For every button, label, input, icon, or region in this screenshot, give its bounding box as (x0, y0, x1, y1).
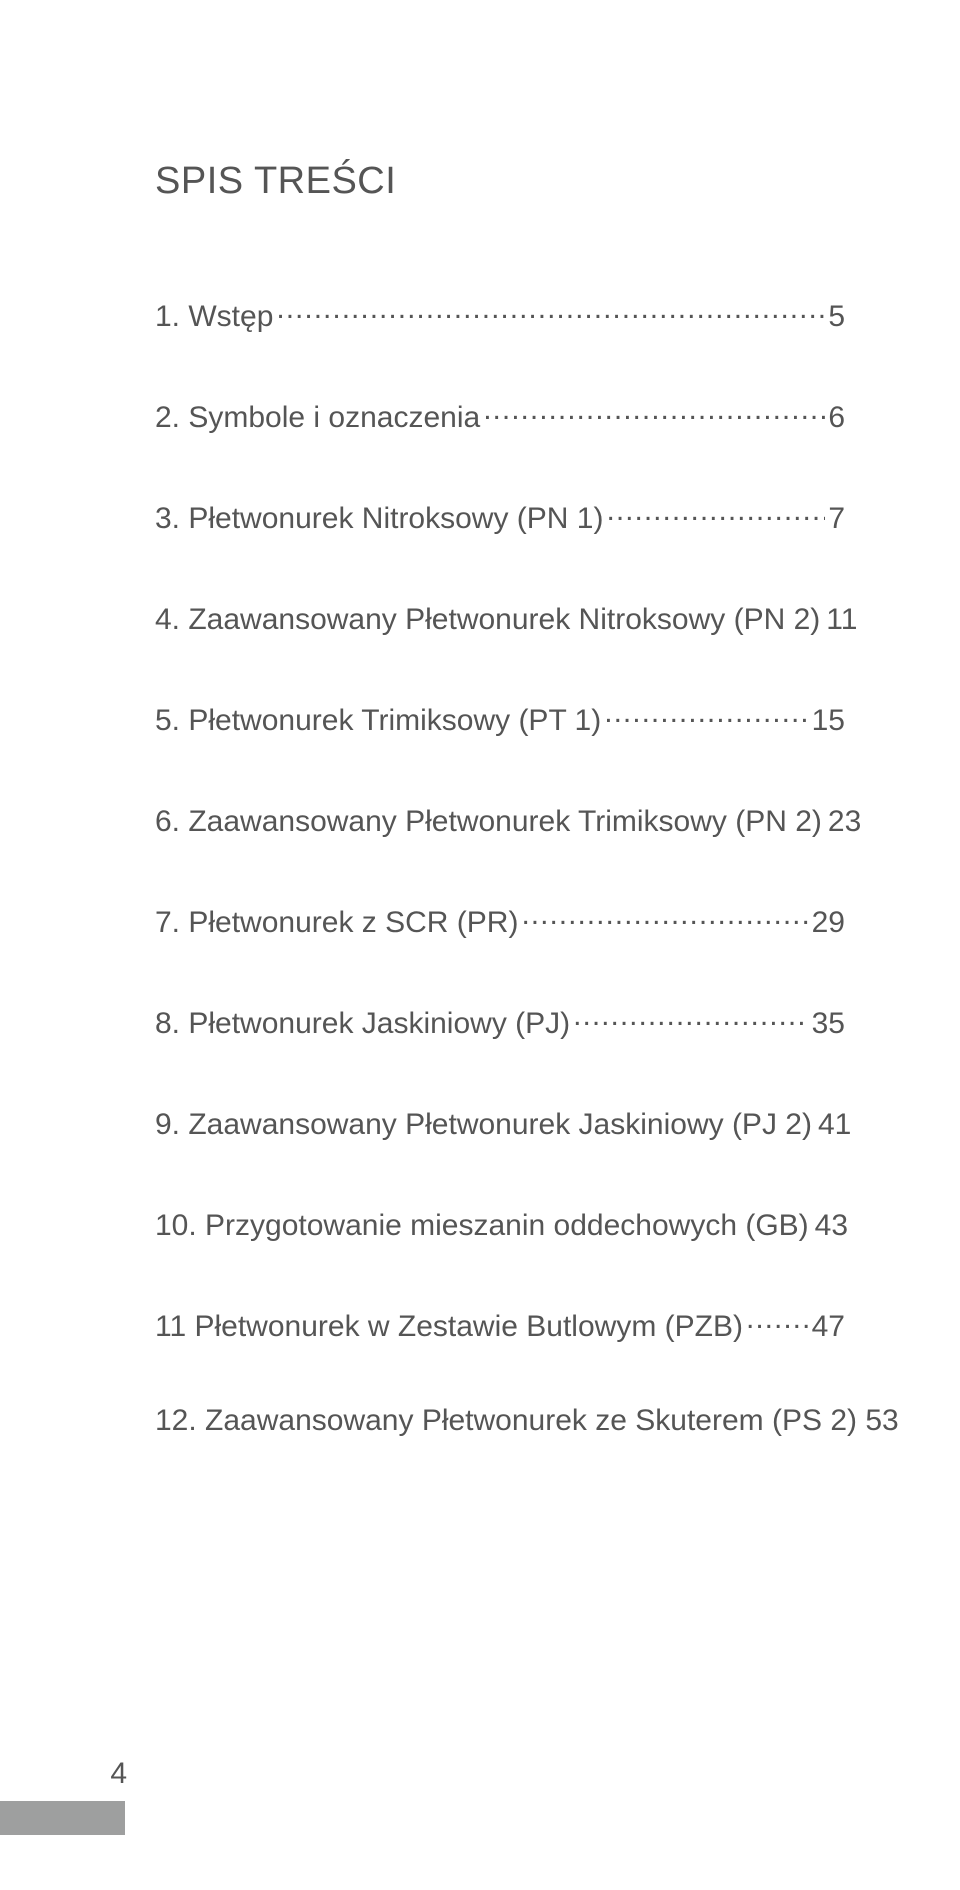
document-page: SPIS TREŚCI 1. Wstęp 5 2. Symbole i oznac… (0, 0, 960, 1890)
toc-entry-page: 15 (812, 704, 845, 738)
toc-entry-page: 35 (812, 1007, 845, 1041)
toc-entry-label: 2. Symbole i oznaczenia (155, 401, 480, 435)
toc-entry-page: 23 (828, 805, 861, 839)
page-footer: 4 (0, 1757, 155, 1835)
toc-item: 12. Zaawansowany Płetwonurek ze Skuterem… (155, 1404, 845, 1438)
toc-entry-label: 3. Płetwonurek Nitroksowy (PN 1) (155, 502, 603, 536)
toc-leader-dots (604, 697, 808, 730)
toc-entry-page: 6 (828, 401, 845, 435)
page-number: 4 (0, 1757, 155, 1791)
toc-item: 9. Zaawansowany Płetwonurek Jaskiniowy (… (155, 1101, 845, 1142)
toc-leader-dots (573, 1000, 808, 1033)
toc-entry-label: 11 Płetwonurek w Zestawie Butlowym (PZB) (155, 1310, 743, 1344)
toc-item: 6. Zaawansowany Płetwonurek Trimiksowy (… (155, 798, 845, 839)
toc-entry-label: 8. Płetwonurek Jaskiniowy (PJ) (155, 1007, 570, 1041)
toc-entry-label: 5. Płetwonurek Trimiksowy (PT 1) (155, 704, 601, 738)
toc-entry-label: 7. Płetwonurek z SCR (PR) (155, 906, 518, 940)
toc-item: 7. Płetwonurek z SCR (PR) 29 (155, 899, 845, 940)
toc-entry-page: 7 (828, 502, 845, 536)
toc-entry-label: 4. Zaawansowany Płetwonurek Nitroksowy (… (155, 603, 820, 637)
toc-entry-page: 5 (828, 300, 845, 334)
toc-item: 11 Płetwonurek w Zestawie Butlowym (PZB)… (155, 1303, 845, 1344)
page-title: SPIS TREŚCI (155, 160, 845, 203)
toc-list: 1. Wstęp 5 2. Symbole i oznaczenia 6 3. Pł… (155, 293, 845, 1438)
toc-leader-dots (276, 293, 825, 326)
toc-entry-page: 43 (815, 1209, 848, 1243)
toc-entry-label: 12. Zaawansowany Płetwonurek ze Skuterem… (155, 1404, 899, 1438)
toc-leader-dots (521, 899, 808, 932)
footer-bar (0, 1801, 125, 1835)
toc-leader-dots (606, 495, 825, 528)
toc-entry-page: 41 (818, 1108, 851, 1142)
toc-leader-dots (746, 1303, 809, 1336)
toc-item: 4. Zaawansowany Płetwonurek Nitroksowy (… (155, 596, 845, 637)
toc-entry-page: 29 (812, 906, 845, 940)
toc-item: 10. Przygotowanie mieszanin oddechowych … (155, 1202, 845, 1243)
toc-item: 2. Symbole i oznaczenia 6 (155, 394, 845, 435)
toc-leader-dots (483, 394, 825, 427)
toc-entry-label: 1. Wstęp (155, 300, 273, 334)
toc-entry-label: 6. Zaawansowany Płetwonurek Trimiksowy (… (155, 805, 822, 839)
toc-item: 3. Płetwonurek Nitroksowy (PN 1) 7 (155, 495, 845, 536)
toc-entry-label: 9. Zaawansowany Płetwonurek Jaskiniowy (… (155, 1108, 812, 1142)
toc-entry-page: 11 (826, 603, 857, 637)
toc-item: 5. Płetwonurek Trimiksowy (PT 1) 15 (155, 697, 845, 738)
toc-entry-page: 47 (812, 1310, 845, 1344)
toc-item: 8. Płetwonurek Jaskiniowy (PJ) 35 (155, 1000, 845, 1041)
toc-entry-label: 10. Przygotowanie mieszanin oddechowych … (155, 1209, 809, 1243)
toc-item: 1. Wstęp 5 (155, 293, 845, 334)
